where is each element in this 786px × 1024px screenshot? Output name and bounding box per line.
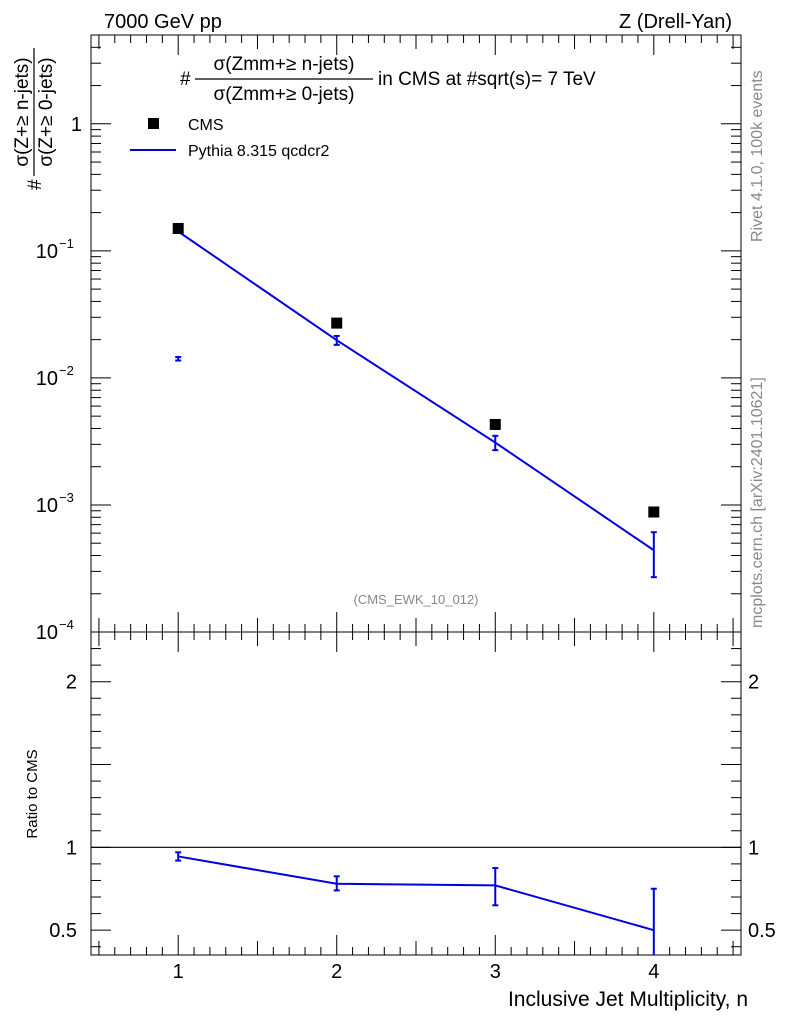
analysis-annotation: (CMS_EWK_10_012)	[354, 592, 479, 607]
main-ytick-label-base: 10	[36, 622, 58, 644]
header-right: Z (Drell-Yan)	[619, 11, 732, 33]
ylabel-numerator: σ(Z+≥ n-jets)	[12, 57, 33, 166]
ratio-ytick-label-left: 1	[66, 837, 77, 859]
main-ylabel: # σ(Z+≥ n-jets) σ(Z+≥ 0-jets)	[12, 48, 57, 190]
main-title: # σ(Zmm+≥ n-jets) σ(Zmm+≥ 0-jets) in CMS…	[180, 54, 596, 105]
ratio-ytick-label-right: 0.5	[748, 920, 776, 942]
main-ytick-label-exp: −4	[59, 617, 74, 632]
title-prefix: #	[180, 69, 191, 90]
main-ytick-label-base: 10	[36, 368, 58, 390]
ratio-panel-frame	[90, 631, 742, 956]
axis-ticks	[91, 34, 741, 955]
main-ytick-label-exp: −3	[59, 490, 74, 505]
cms-data-point	[489, 418, 501, 430]
ratio-xtick-label: 3	[490, 961, 501, 983]
mcplots-label: mcplots.cern.ch [arXiv:2401.10621]	[749, 377, 766, 628]
legend-cms-label: CMS	[188, 117, 224, 134]
ratio-ylabel: Ratio to CMS	[24, 749, 41, 838]
main-ytick-label-exp: −1	[59, 236, 74, 251]
title-denominator: σ(Zmm+≥ 0-jets)	[214, 84, 355, 105]
ratio-xtick-label: 4	[648, 961, 659, 983]
cms-data-point	[331, 317, 343, 329]
header-left: 7000 GeV pp	[104, 11, 222, 33]
ratio-ytick-label-left: 0.5	[49, 920, 77, 942]
main-ytick-label-base: 10	[36, 241, 58, 263]
legend-mc-label: Pythia 8.315 qcdcr2	[188, 143, 330, 160]
main-ytick-label-base: 10	[36, 495, 58, 517]
main-ytick-label: 1	[71, 114, 82, 136]
x-axis-label: Inclusive Jet Multiplicity, n	[508, 988, 748, 1011]
cms-data-point	[172, 222, 184, 234]
tick-labels: 110 −110 −210 −310 −41 2 3 40.5 0.51 12 2	[36, 114, 776, 983]
legend-cms-marker	[148, 118, 159, 129]
legend: CMS Pythia 8.315 qcdcr2	[130, 117, 330, 160]
data-layer	[91, 222, 741, 955]
title-suffix: in CMS at #sqrt(s)= 7 TeV	[378, 69, 596, 90]
rivet-label: Rivet 4.1.0, 100k events	[749, 70, 766, 242]
cms-data-point	[648, 506, 660, 518]
ratio-xtick-label: 2	[331, 961, 342, 983]
main-ytick-label-exp: −2	[59, 363, 74, 378]
ratio-xtick-label: 1	[173, 961, 184, 983]
title-numerator: σ(Zmm+≥ n-jets)	[214, 54, 355, 75]
ratio-line	[178, 855, 655, 932]
ylabel-denominator: σ(Z+≥ 0-jets)	[36, 57, 57, 166]
ratio-ytick-label-right: 1	[748, 837, 759, 859]
ylabel-prefix: #	[25, 179, 46, 190]
mc-line	[177, 230, 655, 552]
ratio-ytick-label-right: 2	[748, 672, 759, 694]
ratio-ytick-label-left: 2	[66, 672, 77, 694]
